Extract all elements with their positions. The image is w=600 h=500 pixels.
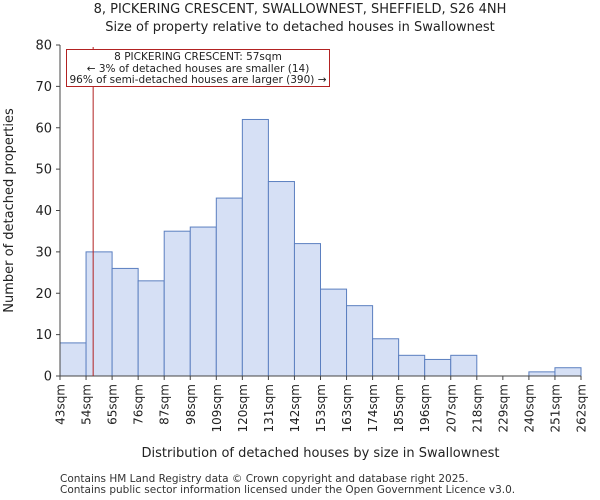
marker-annotation: 8 PICKERING CRESCENT: 57sqm ← 3% of deta… xyxy=(66,49,330,87)
bar-120sqm xyxy=(241,118,269,377)
bar-142sqm xyxy=(293,243,322,377)
bar-207sqm xyxy=(450,354,478,377)
bar-163sqm xyxy=(346,305,374,377)
x-tick-label-65sqm: 65sqm xyxy=(106,384,120,425)
x-tick-label-163sqm: 163sqm xyxy=(340,384,354,432)
bar-153sqm xyxy=(320,288,348,377)
x-tick-label-262sqm: 262sqm xyxy=(575,384,589,432)
x-tick-label-153sqm: 153sqm xyxy=(314,384,328,432)
y-tick-label-70: 70 xyxy=(35,80,52,95)
x-axis-title: Distribution of detached houses by size … xyxy=(142,446,500,461)
x-tick-label-240sqm: 240sqm xyxy=(522,384,536,432)
bar-251sqm xyxy=(554,367,582,377)
bar-240sqm xyxy=(528,371,556,377)
bar-98sqm xyxy=(189,226,217,377)
y-tick-label-30: 30 xyxy=(35,245,52,260)
bar-54sqm xyxy=(85,251,113,377)
bar-43sqm xyxy=(59,342,87,377)
bar-174sqm xyxy=(372,338,400,377)
bar-87sqm xyxy=(163,230,191,377)
x-tick-label-142sqm: 142sqm xyxy=(288,384,302,432)
x-tick-label-109sqm: 109sqm xyxy=(210,384,224,432)
annotation-line-1: 8 PICKERING CRESCENT: 57sqm xyxy=(114,51,282,63)
annotation-line-3: 96% of semi-detached houses are larger (… xyxy=(69,74,327,86)
x-tick-label-131sqm: 131sqm xyxy=(262,384,276,432)
bar-109sqm xyxy=(215,197,243,377)
chart-subtitle: Size of property relative to detached ho… xyxy=(105,20,495,35)
x-tick-label-76sqm: 76sqm xyxy=(132,384,146,425)
bar-65sqm xyxy=(111,267,139,377)
y-tick-label-20: 20 xyxy=(35,287,52,302)
footer-copyright: Contains HM Land Registry data © Crown c… xyxy=(60,473,469,485)
x-tick-label-87sqm: 87sqm xyxy=(158,384,172,425)
x-tick-label-251sqm: 251sqm xyxy=(548,384,562,432)
footer-licence: Contains public sector information licen… xyxy=(60,484,516,496)
y-tick-label-50: 50 xyxy=(35,163,52,178)
bar-185sqm xyxy=(398,354,426,377)
chart-title: 8, PICKERING CRESCENT, SWALLOWNEST, SHEF… xyxy=(93,2,507,17)
bar-76sqm xyxy=(137,280,165,377)
x-tick-label-207sqm: 207sqm xyxy=(444,384,458,432)
y-axis-title: Number of detached properties xyxy=(2,108,17,313)
bar-196sqm xyxy=(424,358,452,377)
x-tick-label-174sqm: 174sqm xyxy=(366,384,380,432)
x-tick-label-54sqm: 54sqm xyxy=(80,384,94,425)
y-tick-label-60: 60 xyxy=(35,121,52,136)
x-tick-label-229sqm: 229sqm xyxy=(496,384,510,432)
y-tick-label-80: 80 xyxy=(35,39,52,54)
y-tick-label-10: 10 xyxy=(35,328,52,343)
x-tick-label-218sqm: 218sqm xyxy=(470,384,484,432)
annotation-line-2: ← 3% of detached houses are smaller (14) xyxy=(86,62,310,75)
y-tick-label-0: 0 xyxy=(44,370,52,385)
x-tick-label-43sqm: 43sqm xyxy=(54,384,68,425)
x-tick-label-98sqm: 98sqm xyxy=(184,384,198,425)
x-tick-label-196sqm: 196sqm xyxy=(418,384,432,432)
y-tick-label-40: 40 xyxy=(35,204,52,219)
x-tick-label-185sqm: 185sqm xyxy=(392,384,406,432)
bar-131sqm xyxy=(267,181,295,377)
x-tick-label-120sqm: 120sqm xyxy=(236,384,250,432)
